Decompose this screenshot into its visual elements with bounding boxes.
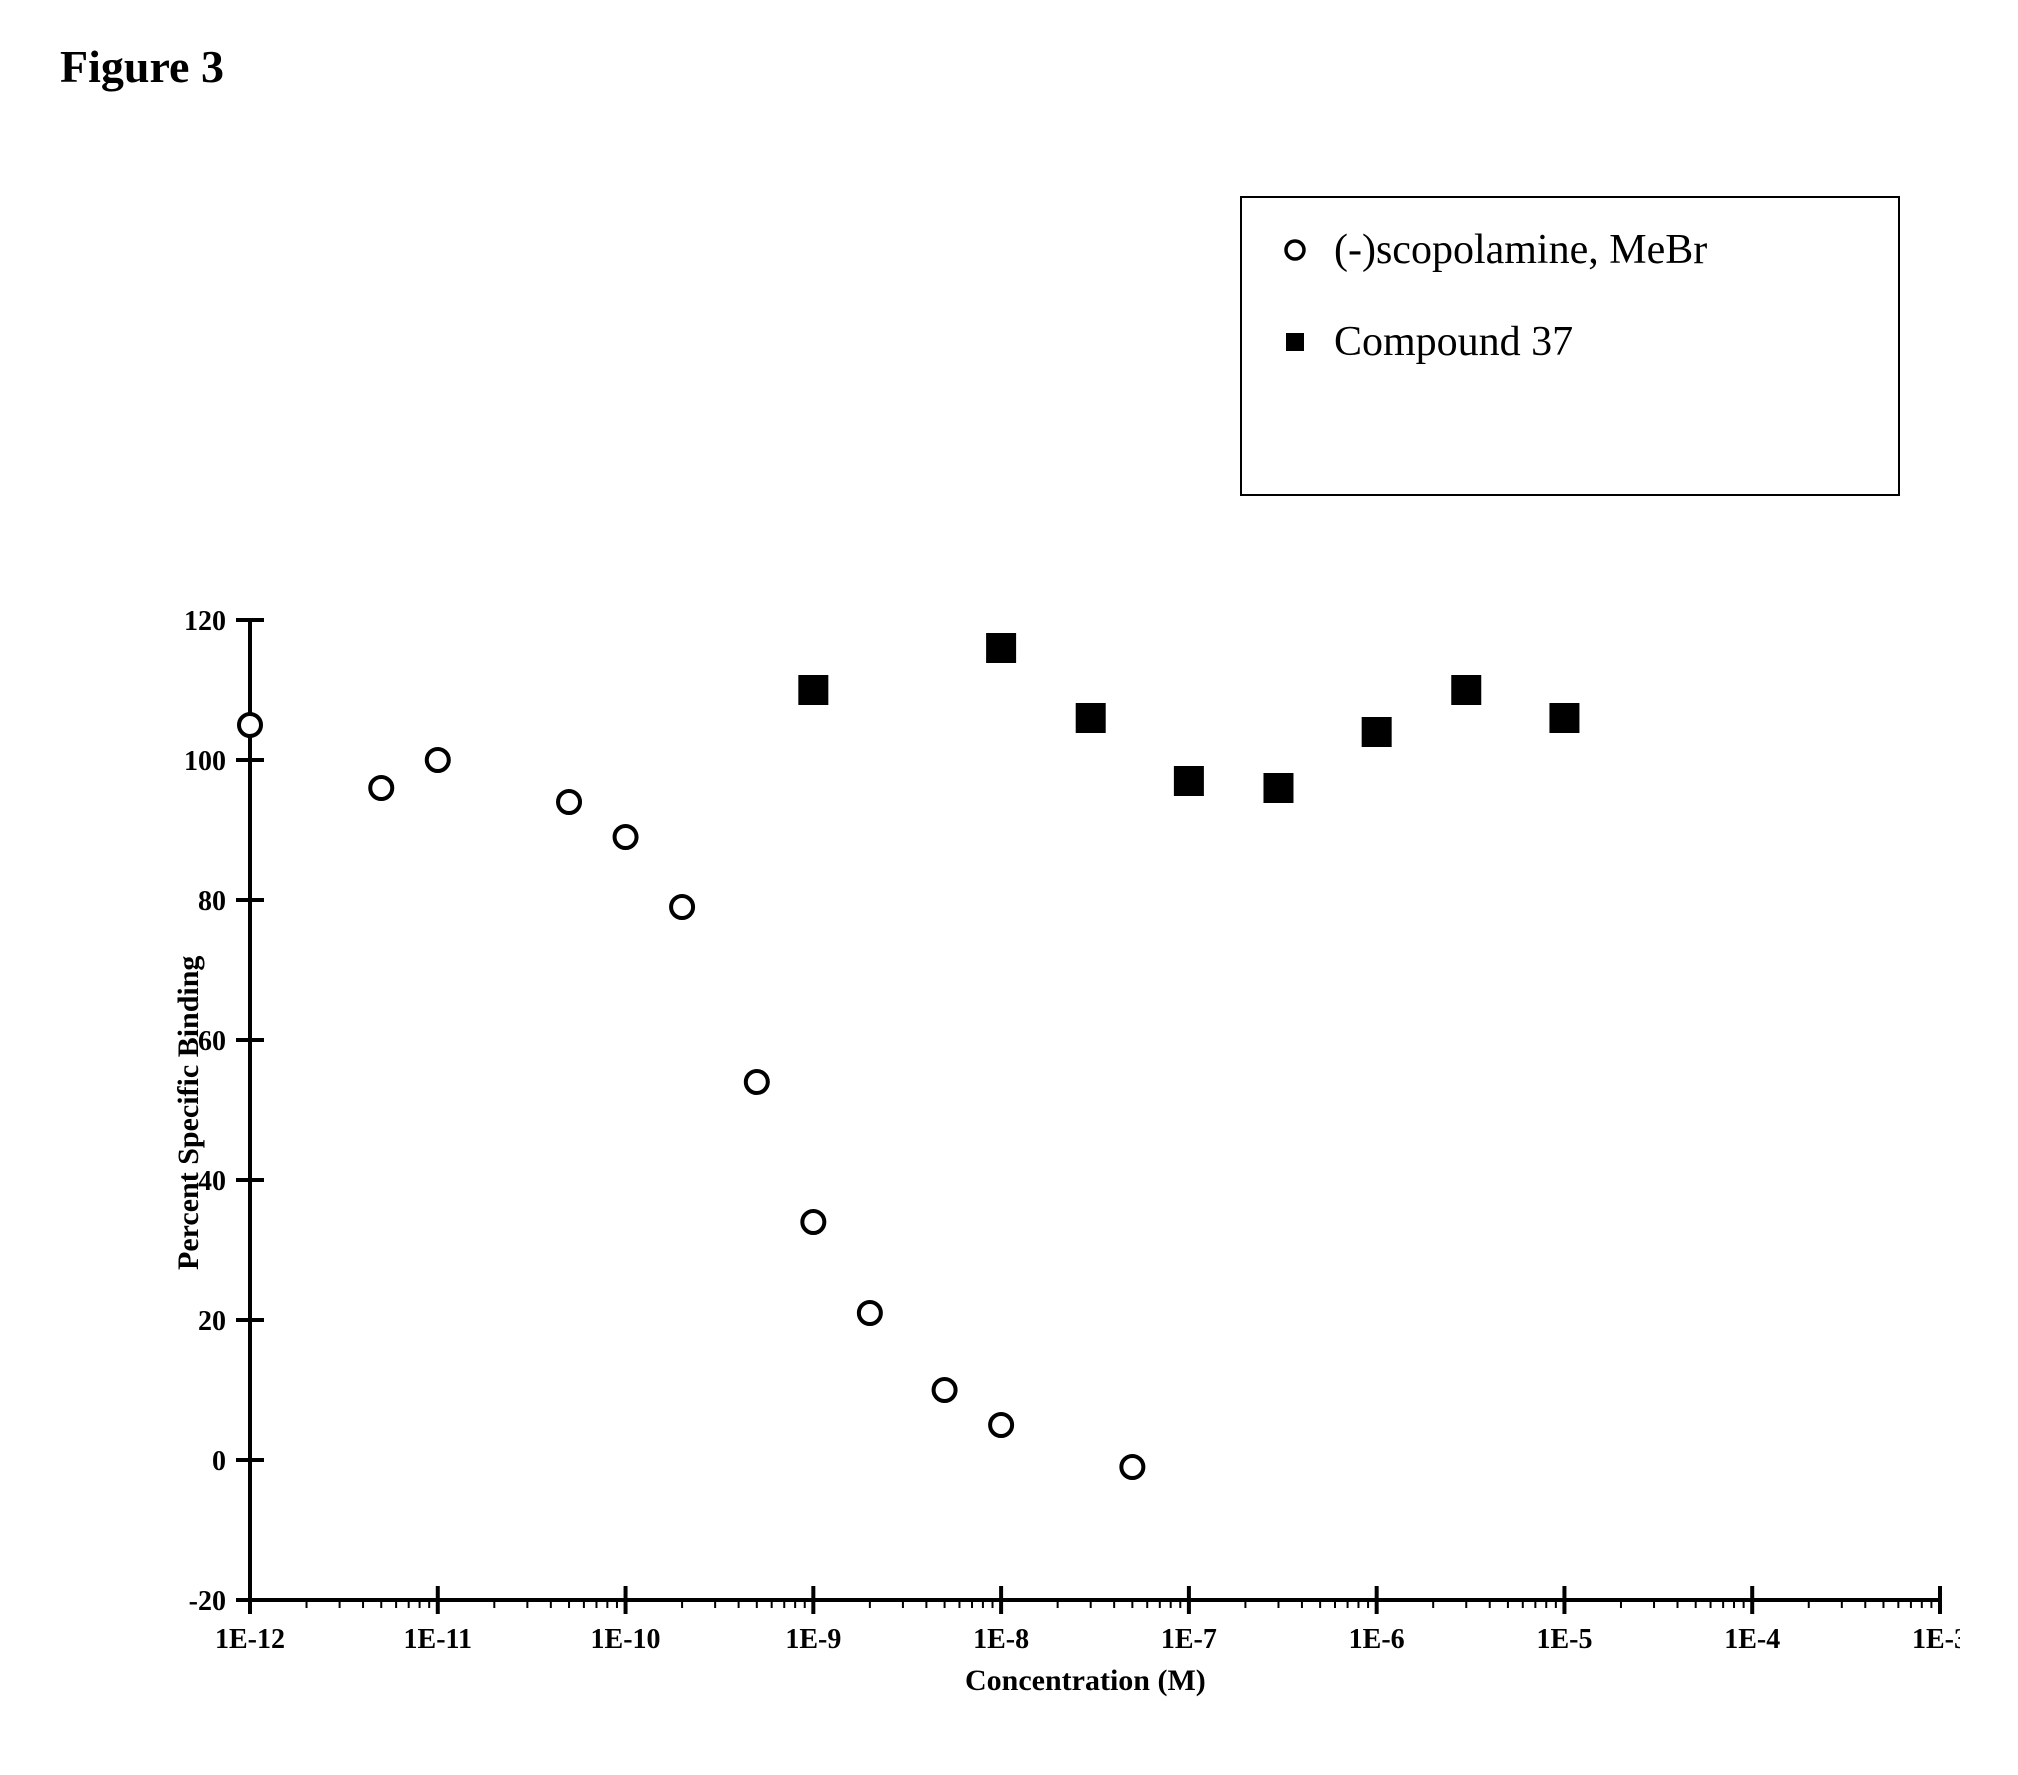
- y-tick-label: 80: [198, 886, 226, 917]
- data-point: [990, 1414, 1012, 1436]
- legend-label-compound37: Compound 37: [1334, 318, 1573, 366]
- x-tick-label: 1E-8: [973, 1624, 1029, 1655]
- data-point: [1121, 1456, 1143, 1478]
- x-tick-label: 1E-5: [1536, 1624, 1592, 1655]
- open-circle-icon: [1282, 237, 1308, 263]
- data-point: [615, 826, 637, 848]
- chart-plot: -200204060801001201E-121E-111E-101E-91E-…: [160, 610, 1960, 1670]
- data-point: [987, 634, 1015, 662]
- y-tick-label: 0: [212, 1446, 226, 1477]
- y-tick-label: -20: [189, 1586, 226, 1617]
- x-axis-label: Concentration (M): [965, 1664, 1206, 1698]
- data-point: [746, 1071, 768, 1093]
- data-point: [239, 714, 261, 736]
- data-point: [799, 676, 827, 704]
- data-point: [370, 777, 392, 799]
- x-tick-label: 1E-3: [1912, 1624, 1960, 1655]
- y-axis-label: Percent Specific Binding: [172, 956, 206, 1270]
- data-point: [558, 791, 580, 813]
- data-point: [427, 749, 449, 771]
- x-tick-label: 1E-6: [1349, 1624, 1405, 1655]
- data-point: [934, 1379, 956, 1401]
- data-point: [859, 1302, 881, 1324]
- data-point: [671, 896, 693, 918]
- page: Figure 3 (-)scopolamine, MeBr Compound 3…: [0, 0, 2018, 1775]
- y-tick-label: 120: [184, 610, 226, 637]
- legend: (-)scopolamine, MeBr Compound 37: [1240, 196, 1900, 496]
- x-tick-label: 1E-4: [1724, 1624, 1780, 1655]
- x-tick-label: 1E-10: [591, 1624, 661, 1655]
- data-point: [802, 1211, 824, 1233]
- data-point: [1264, 774, 1292, 802]
- data-point: [1550, 704, 1578, 732]
- data-point: [1452, 676, 1480, 704]
- legend-item-scopolamine: (-)scopolamine, MeBr: [1282, 226, 1858, 274]
- legend-item-compound37: Compound 37: [1282, 318, 1858, 366]
- chart-wrap: -200204060801001201E-121E-111E-101E-91E-…: [160, 610, 1960, 1670]
- data-point: [1363, 718, 1391, 746]
- data-point: [1175, 767, 1203, 795]
- x-tick-label: 1E-9: [785, 1624, 841, 1655]
- legend-label-scopolamine: (-)scopolamine, MeBr: [1334, 226, 1707, 274]
- data-point: [1077, 704, 1105, 732]
- x-tick-label: 1E-12: [215, 1624, 285, 1655]
- x-tick-label: 1E-11: [404, 1624, 472, 1655]
- figure-title: Figure 3: [60, 40, 224, 93]
- y-tick-label: 100: [184, 746, 226, 777]
- filled-square-icon: [1282, 329, 1308, 355]
- x-tick-label: 1E-7: [1161, 1624, 1217, 1655]
- y-tick-label: 20: [198, 1306, 226, 1337]
